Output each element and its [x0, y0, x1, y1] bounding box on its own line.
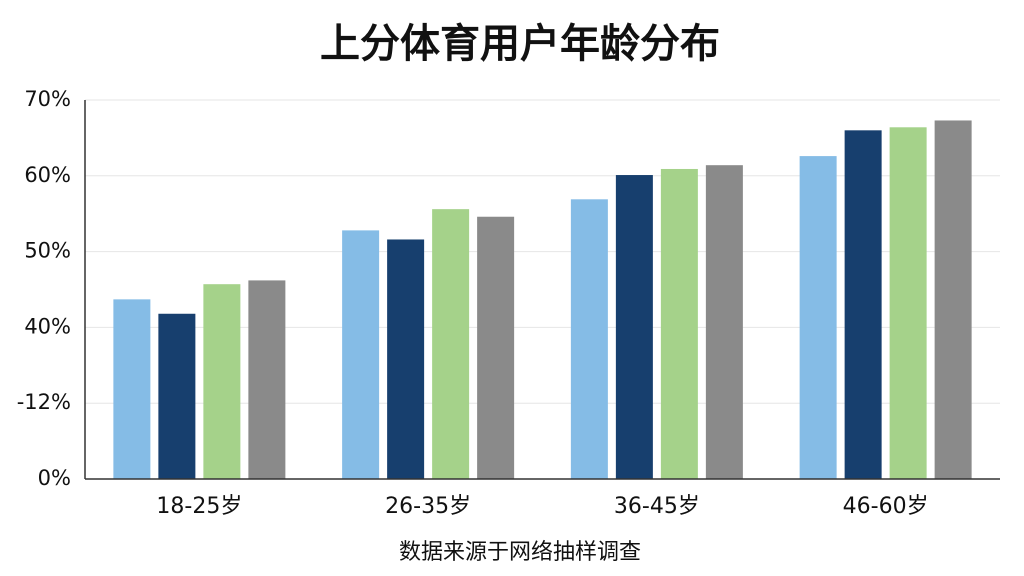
y-tick-label: -12% — [17, 390, 71, 414]
y-tick-label: 40% — [24, 314, 71, 338]
bar — [113, 299, 151, 479]
x-tick-label: 18-25岁 — [156, 494, 242, 519]
x-tick-label: 46-60岁 — [843, 494, 929, 519]
bar — [615, 175, 653, 480]
bar — [432, 209, 470, 480]
bar — [889, 127, 927, 480]
x-tick-label: 36-45岁 — [614, 494, 700, 519]
x-axis-label: 数据来源于网络抽样调查 — [399, 540, 641, 565]
bar — [477, 216, 515, 479]
bar — [342, 230, 380, 479]
bar — [705, 165, 743, 480]
bar — [844, 130, 882, 479]
x-tick-label: 26-35岁 — [385, 494, 471, 519]
bar — [387, 239, 425, 479]
y-tick-label: 60% — [24, 163, 71, 187]
bar — [203, 284, 241, 479]
y-tick-label: 70% — [24, 87, 71, 111]
chart-title: 上分体育用户年龄分布 — [320, 21, 720, 67]
y-tick-label: 50% — [24, 239, 71, 263]
bar — [570, 199, 608, 479]
bar — [799, 156, 837, 480]
bar — [158, 313, 196, 479]
bar — [660, 168, 698, 479]
bar — [248, 280, 286, 479]
y-tick-label: 0% — [38, 466, 71, 490]
bar — [934, 120, 972, 479]
